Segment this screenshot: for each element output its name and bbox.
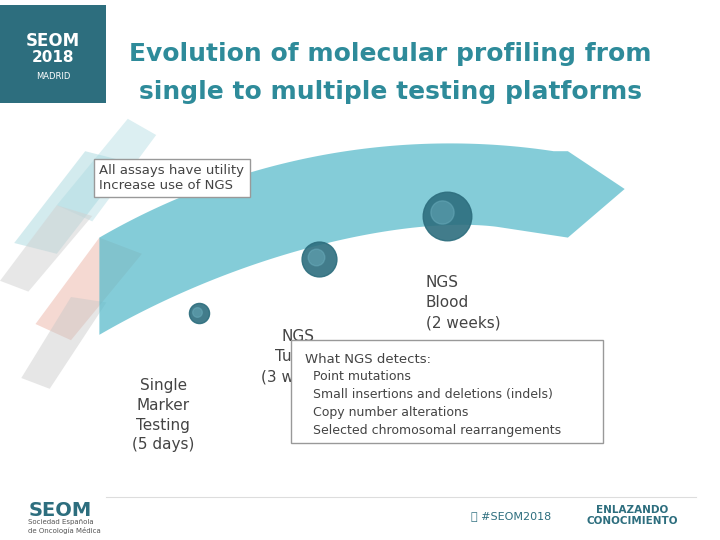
Text: Evolution of molecular profiling from: Evolution of molecular profiling from bbox=[129, 42, 652, 66]
Text: SEOM: SEOM bbox=[28, 501, 91, 520]
Polygon shape bbox=[35, 238, 142, 340]
Polygon shape bbox=[99, 144, 625, 335]
Polygon shape bbox=[57, 119, 156, 221]
Text: single to multiple testing platforms: single to multiple testing platforms bbox=[139, 80, 642, 104]
Point bbox=[441, 212, 453, 220]
Text: Small insertions and deletions (indels): Small insertions and deletions (indels) bbox=[305, 388, 553, 401]
Text: Point mutations: Point mutations bbox=[305, 370, 411, 383]
Text: 2018: 2018 bbox=[32, 50, 74, 65]
Text: What NGS detects:: What NGS detects: bbox=[305, 353, 431, 366]
Text: NGS
Tumor
(3 weeks): NGS Tumor (3 weeks) bbox=[261, 329, 336, 384]
Text: Sociedad Española
de Oncología Médica: Sociedad Española de Oncología Médica bbox=[28, 519, 101, 534]
Text: Single
Marker
Testing
(5 days): Single Marker Testing (5 days) bbox=[132, 378, 194, 453]
Point bbox=[314, 255, 325, 264]
Text: NGS
Blood
(2 weeks): NGS Blood (2 weeks) bbox=[426, 275, 500, 330]
Point bbox=[310, 252, 322, 261]
Text: SEOM: SEOM bbox=[26, 31, 81, 50]
Text: Copy number alterations: Copy number alterations bbox=[305, 406, 469, 419]
Polygon shape bbox=[0, 205, 92, 292]
Text: MADRID: MADRID bbox=[36, 72, 71, 81]
FancyBboxPatch shape bbox=[291, 340, 603, 443]
Text: ENLAZANDO
CONOCIMIENTO: ENLAZANDO CONOCIMIENTO bbox=[586, 505, 678, 526]
FancyBboxPatch shape bbox=[0, 5, 107, 103]
Polygon shape bbox=[14, 151, 127, 254]
Point bbox=[436, 208, 448, 217]
Text: Selected chromosomal rearrangements: Selected chromosomal rearrangements bbox=[305, 424, 562, 437]
Polygon shape bbox=[22, 297, 107, 389]
Text: 🐦 #SEOM2018: 🐦 #SEOM2018 bbox=[471, 511, 552, 521]
Point bbox=[193, 309, 204, 318]
Text: All assays have utility
Increase use of NGS: All assays have utility Increase use of … bbox=[99, 164, 244, 192]
Point bbox=[192, 308, 203, 316]
